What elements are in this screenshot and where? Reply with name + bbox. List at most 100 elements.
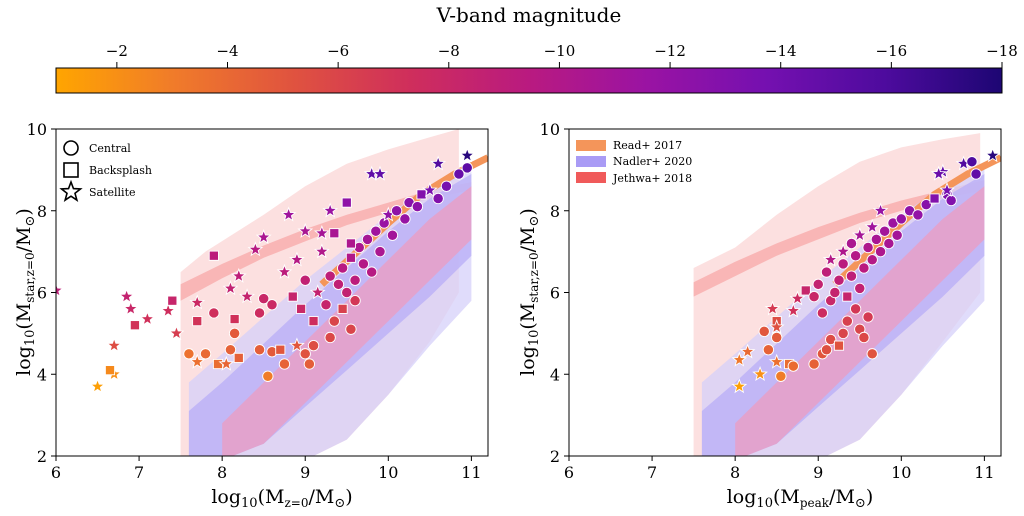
central-point	[228, 327, 241, 340]
left-panel-xticks: 6 7 8 9 10 11	[51, 456, 482, 482]
backsplash-point	[842, 291, 853, 302]
satellite-point	[731, 378, 748, 394]
backsplash-point	[337, 303, 348, 314]
central-point	[866, 348, 878, 360]
colorbar-tick-label: −16	[876, 42, 908, 60]
backsplash-point	[208, 250, 219, 261]
backsplash-point	[212, 358, 224, 370]
satellite-point	[851, 226, 868, 242]
central-point	[183, 348, 195, 360]
central-point	[870, 233, 883, 246]
backsplash-point	[833, 340, 845, 351]
satellite-point	[731, 351, 748, 367]
legend-jethwa-swatch	[576, 172, 606, 183]
satellite-point	[122, 300, 139, 316]
satellite-point	[930, 165, 947, 181]
colorbar-tick-label: −2	[106, 42, 128, 60]
central-point	[862, 241, 874, 254]
central-point	[845, 237, 858, 250]
central-point	[299, 274, 311, 286]
legend-nadler-swatch	[576, 156, 606, 167]
left-panel: 6 7 8 9 10 11 2 4 6 8 10 Central Backsplash Satel…	[13, 120, 489, 511]
colorbar-tick-label: −8	[438, 42, 460, 60]
colorbar-ticks: −2 −4 −6 −8 −10 −12 −14 −16 −18	[106, 42, 1018, 68]
central-point	[812, 278, 824, 290]
backsplash-point	[229, 314, 240, 325]
central-point	[833, 274, 845, 286]
svg-text:log10(Mz=0/M⊙): log10(Mz=0/M⊙)	[211, 486, 352, 511]
central-point	[278, 358, 291, 370]
colorbar-tick-label: −10	[544, 42, 576, 60]
central-point	[432, 192, 444, 205]
central-point	[324, 270, 336, 282]
colorbar-tick-label: −6	[327, 42, 349, 60]
right-panel-yticks: 2 4 6 8 10	[540, 120, 569, 466]
satellite-point	[218, 355, 235, 371]
central-point	[771, 331, 783, 344]
colorbar-tick-label: −14	[765, 42, 797, 60]
left-panel-xlabel: log10(Mz=0/M⊙)	[211, 486, 352, 511]
satellite-point	[106, 337, 123, 353]
backsplash-point	[296, 303, 307, 314]
backsplash-point	[192, 316, 203, 327]
legend-satellite-label: Satellite	[89, 186, 136, 199]
satellite-point	[89, 378, 106, 394]
satellite-point	[255, 229, 272, 245]
central-point	[862, 311, 874, 323]
satellite-point	[289, 251, 305, 267]
central-point	[895, 213, 907, 225]
satellite-point	[56, 282, 64, 298]
central-point	[808, 358, 820, 370]
satellite-point	[459, 147, 476, 163]
central-point	[816, 307, 829, 319]
central-point	[858, 331, 870, 344]
central-point	[366, 266, 378, 278]
central-point	[874, 245, 887, 258]
satellite-point	[309, 284, 326, 300]
central-point	[858, 262, 870, 274]
satellite-point	[764, 300, 781, 316]
satellite-point	[822, 251, 839, 267]
central-point	[879, 225, 891, 237]
backsplash-point	[416, 189, 427, 200]
central-point	[370, 225, 382, 237]
central-point	[320, 299, 332, 311]
central-point	[841, 315, 853, 327]
y-tick-label: 8	[37, 202, 47, 221]
central-point	[341, 286, 353, 299]
backsplash-point	[800, 285, 811, 296]
backsplash-point	[275, 344, 286, 355]
backsplash-point	[341, 197, 352, 208]
central-point	[332, 278, 345, 290]
central-point	[386, 229, 399, 241]
legend-backsplash-marker	[63, 162, 79, 178]
legend-satellite-marker	[59, 179, 83, 202]
satellite-point	[297, 222, 314, 238]
backsplash-point	[345, 252, 356, 263]
central-point	[866, 254, 878, 266]
central-point	[374, 245, 386, 258]
satellite-point	[768, 353, 785, 369]
central-point	[820, 344, 833, 356]
satellite-point	[313, 224, 330, 240]
y-tick-label: 2	[37, 447, 47, 466]
satellite-point	[372, 165, 388, 181]
left-panel-yticks: 2 4 6 8 10	[27, 120, 56, 466]
svg-text:log10(Mpeak/M⊙): log10(Mpeak/M⊙)	[727, 486, 874, 511]
right-panel: 6 7 8 9 10 11 2 4 6 8 10 Read+ 2017 Nadler+ 2020 …	[517, 120, 1002, 511]
x-tick-label: 10	[378, 463, 398, 482]
left-panel-bands	[180, 129, 488, 456]
central-point	[208, 307, 220, 319]
central-point	[849, 303, 862, 315]
satellite-point	[189, 294, 206, 310]
x-tick-label: 7	[134, 463, 144, 482]
central-point	[808, 290, 820, 303]
y-tick-label: 6	[550, 284, 560, 303]
svg-text:log10(Mstar,z=0/M⊙): log10(Mstar,z=0/M⊙)	[13, 208, 38, 376]
central-point	[303, 358, 316, 370]
central-point	[262, 370, 274, 382]
left-panel-ylabel: log10(Mstar,z=0/M⊙)	[13, 208, 38, 376]
satellite-point	[118, 288, 135, 304]
central-point	[440, 180, 453, 192]
satellite-point	[789, 290, 806, 306]
